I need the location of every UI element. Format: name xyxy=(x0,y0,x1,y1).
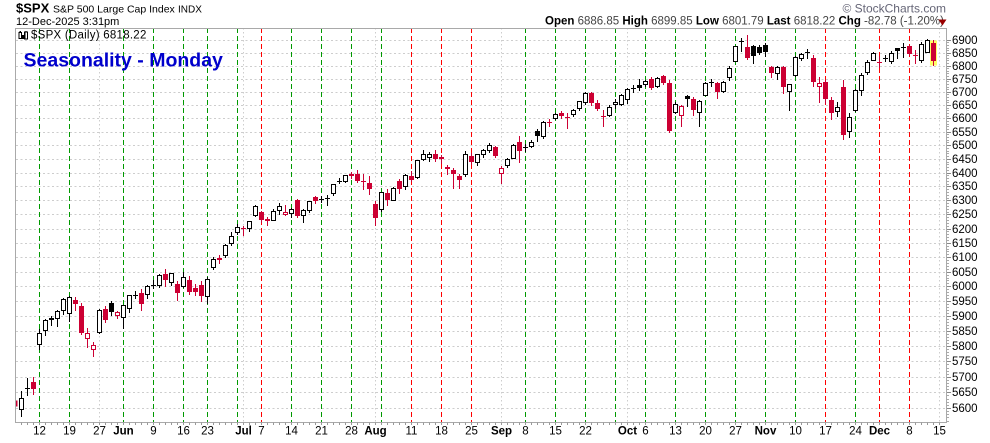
svg-text:25: 25 xyxy=(465,426,478,438)
svg-text:6250: 6250 xyxy=(952,209,978,221)
svg-text:6550: 6550 xyxy=(952,127,978,139)
svg-text:6050: 6050 xyxy=(952,267,978,279)
svg-text:19: 19 xyxy=(63,426,76,438)
svg-text:Oct: Oct xyxy=(618,426,637,438)
svg-text:6400: 6400 xyxy=(952,168,978,180)
svg-text:15: 15 xyxy=(933,426,946,438)
svg-text:6800: 6800 xyxy=(952,61,978,73)
svg-text:12: 12 xyxy=(33,426,46,438)
svg-text:5900: 5900 xyxy=(952,311,978,323)
svg-text:6200: 6200 xyxy=(952,224,978,236)
svg-text:Sep: Sep xyxy=(491,426,512,438)
svg-text:Aug: Aug xyxy=(364,426,386,438)
svg-text:5650: 5650 xyxy=(952,387,978,399)
svg-text:14: 14 xyxy=(285,426,298,438)
svg-text:6100: 6100 xyxy=(952,252,978,264)
svg-text:5950: 5950 xyxy=(952,296,978,308)
svg-text:6900: 6900 xyxy=(952,35,978,47)
svg-text:Jul: Jul xyxy=(235,426,252,438)
svg-text:6: 6 xyxy=(642,426,648,438)
svg-text:5800: 5800 xyxy=(952,341,978,353)
svg-text:21: 21 xyxy=(315,426,328,438)
svg-text:6850: 6850 xyxy=(952,48,978,60)
svg-text:6150: 6150 xyxy=(952,238,978,250)
svg-text:6500: 6500 xyxy=(952,140,978,152)
svg-text:20: 20 xyxy=(699,426,712,438)
svg-text:10: 10 xyxy=(789,426,802,438)
svg-text:Nov: Nov xyxy=(755,426,777,438)
svg-text:27: 27 xyxy=(729,426,742,438)
svg-text:8: 8 xyxy=(522,426,528,438)
svg-text:5750: 5750 xyxy=(952,356,978,368)
svg-text:16: 16 xyxy=(177,426,190,438)
svg-text:28: 28 xyxy=(345,426,358,438)
svg-text:27: 27 xyxy=(93,426,106,438)
svg-text:5850: 5850 xyxy=(952,326,978,338)
svg-text:Dec: Dec xyxy=(869,426,891,438)
svg-text:8: 8 xyxy=(906,426,912,438)
svg-text:7: 7 xyxy=(258,426,264,438)
svg-text:Open 6886.85 High 6899.85 Low: Open 6886.85 High 6899.85 Low 6801.79 La… xyxy=(545,16,944,28)
svg-text:6750: 6750 xyxy=(952,74,978,86)
svg-text:© StockCharts.com: © StockCharts.com xyxy=(842,2,946,16)
svg-text:$SPX (Daily) 6818.22: $SPX (Daily) 6818.22 xyxy=(31,30,147,42)
svg-text:5600: 5600 xyxy=(952,403,978,415)
svg-text:6450: 6450 xyxy=(952,154,978,166)
svg-text:9: 9 xyxy=(150,426,156,438)
svg-text:18: 18 xyxy=(435,426,448,438)
svg-text:22: 22 xyxy=(579,426,592,438)
svg-text:6700: 6700 xyxy=(952,87,978,99)
svg-text:6350: 6350 xyxy=(952,181,978,193)
svg-text:5700: 5700 xyxy=(952,372,978,384)
svg-text:23: 23 xyxy=(201,426,214,438)
svg-text:6650: 6650 xyxy=(952,100,978,112)
svg-text:Seasonality - Monday: Seasonality - Monday xyxy=(24,50,224,72)
svg-text:6000: 6000 xyxy=(952,281,978,293)
svg-text:12-Dec-2025 3:31pm: 12-Dec-2025 3:31pm xyxy=(16,16,119,28)
svg-text:Jun: Jun xyxy=(113,426,133,438)
svg-text:13: 13 xyxy=(669,426,682,438)
svg-text:24: 24 xyxy=(849,426,862,438)
svg-text:15: 15 xyxy=(549,426,562,438)
svg-text:INDX: INDX xyxy=(178,5,202,16)
svg-text:11: 11 xyxy=(406,426,418,438)
svg-text:S&P 500 Large Cap Index: S&P 500 Large Cap Index xyxy=(53,4,176,16)
svg-text:6600: 6600 xyxy=(952,113,978,125)
svg-text:17: 17 xyxy=(819,426,832,438)
svg-text:6300: 6300 xyxy=(952,195,978,207)
svg-text:$SPX: $SPX xyxy=(16,1,50,16)
